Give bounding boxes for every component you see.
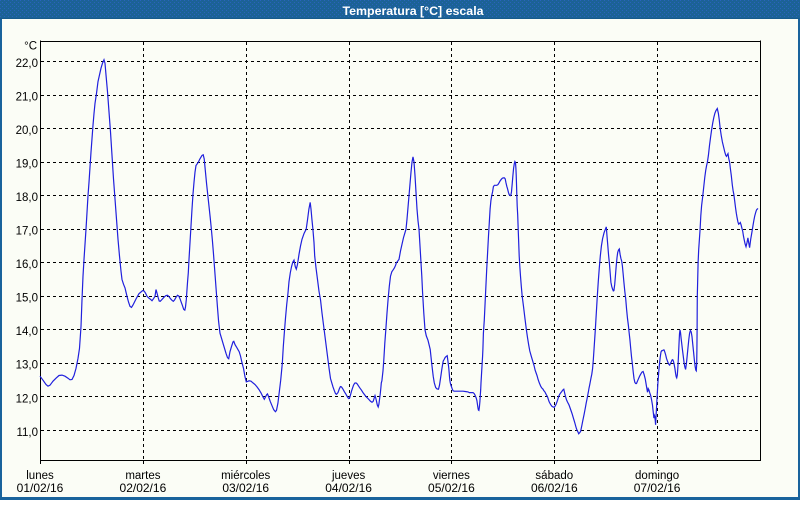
svg-text:miércoles: miércoles xyxy=(221,470,270,482)
svg-text:21,0: 21,0 xyxy=(16,91,38,103)
svg-text:05/02/16: 05/02/16 xyxy=(428,481,475,495)
svg-text:03/02/16: 03/02/16 xyxy=(222,481,269,495)
svg-text:°C: °C xyxy=(24,41,37,53)
svg-text:12,0: 12,0 xyxy=(16,393,38,405)
svg-text:lunes: lunes xyxy=(26,470,54,482)
svg-text:20,0: 20,0 xyxy=(16,125,38,137)
svg-text:16,0: 16,0 xyxy=(16,259,38,271)
svg-text:Temperatura [°C] escala: Temperatura [°C] escala xyxy=(342,4,483,18)
svg-text:14,0: 14,0 xyxy=(16,326,38,338)
svg-text:domingo: domingo xyxy=(635,470,679,482)
svg-text:viernes: viernes xyxy=(433,470,470,482)
svg-text:04/02/16: 04/02/16 xyxy=(325,481,372,495)
svg-text:19,0: 19,0 xyxy=(16,158,38,170)
svg-text:22,0: 22,0 xyxy=(16,58,38,70)
svg-text:11,0: 11,0 xyxy=(16,427,38,439)
svg-text:jueves: jueves xyxy=(331,470,365,482)
svg-text:17,0: 17,0 xyxy=(16,226,38,238)
svg-text:07/02/16: 07/02/16 xyxy=(634,481,681,495)
svg-text:15,0: 15,0 xyxy=(16,293,38,305)
svg-text:06/02/16: 06/02/16 xyxy=(531,481,578,495)
svg-text:sábado: sábado xyxy=(535,470,573,482)
svg-text:martes: martes xyxy=(125,470,160,482)
svg-text:13,0: 13,0 xyxy=(16,360,38,372)
svg-text:01/02/16: 01/02/16 xyxy=(17,481,64,495)
svg-text:02/02/16: 02/02/16 xyxy=(120,481,167,495)
svg-text:18,0: 18,0 xyxy=(16,192,38,204)
